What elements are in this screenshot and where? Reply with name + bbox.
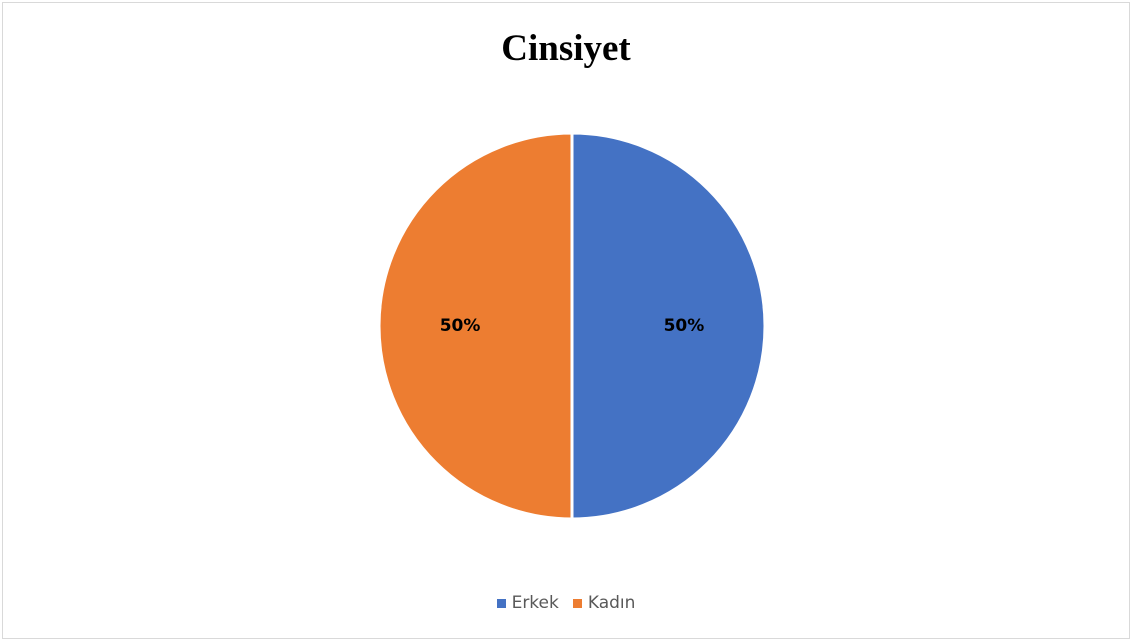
pie-data-labels: 50% 50% [440, 316, 705, 336]
data-label-erkek: 50% [664, 316, 705, 336]
legend-item-kadin: Kadın [572, 593, 636, 613]
pie-slice-erkek [570, 131, 767, 521]
legend-swatch-erkek [496, 598, 506, 608]
pie-slices [377, 131, 767, 521]
legend-item-erkek: Erkek [496, 593, 559, 613]
pie-chart: 50% 50% [377, 131, 767, 521]
legend-label-erkek: Erkek [511, 593, 559, 613]
chart-legend: Erkek Kadın [3, 593, 1129, 613]
chart-title: Cinsiyet [501, 28, 631, 69]
data-label-kadn: 50% [440, 316, 481, 336]
legend-swatch-kadin [572, 598, 582, 608]
legend-label-kadin: Kadın [587, 593, 636, 613]
pie-slice-kadn [377, 131, 574, 521]
